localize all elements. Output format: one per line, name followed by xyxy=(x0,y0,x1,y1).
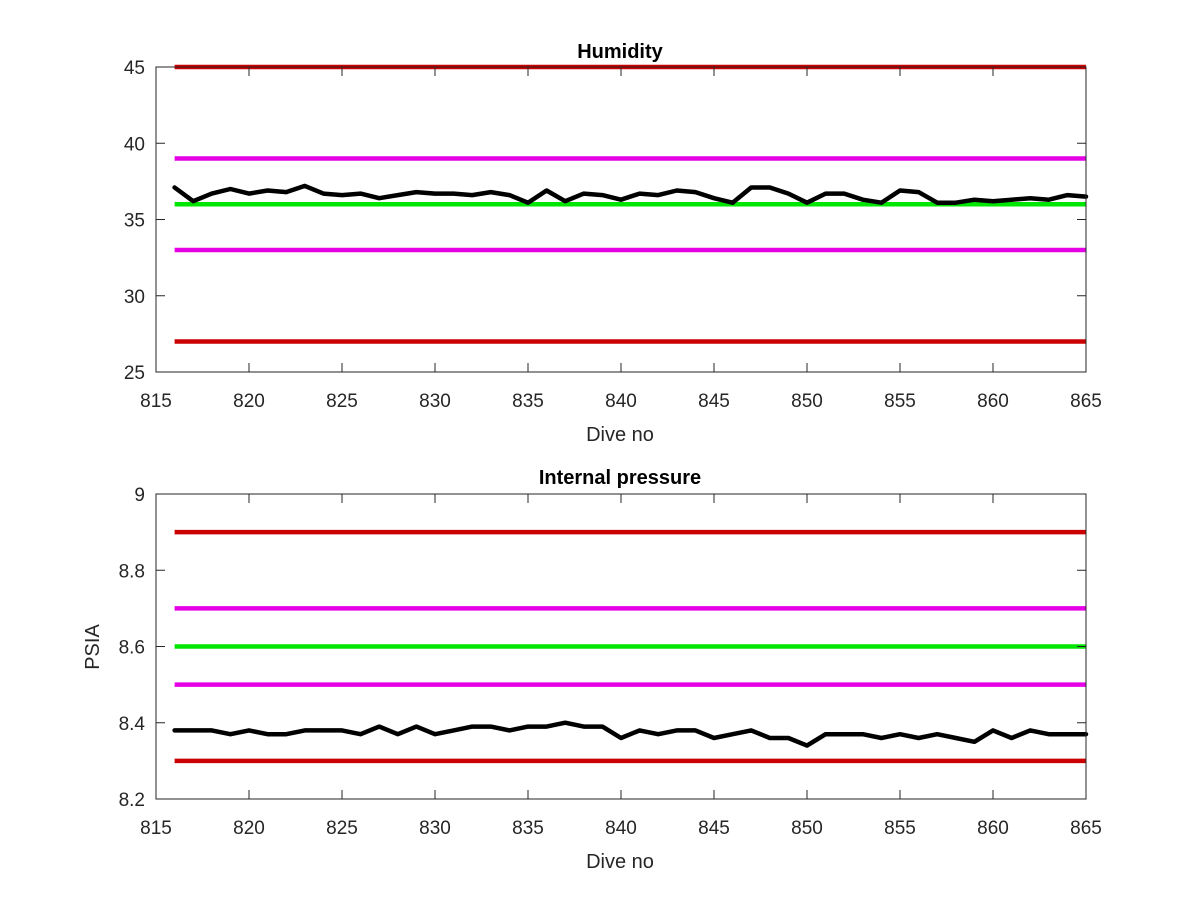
internal-pressure-chart: Internal pressure PSIA Dive no 815 820 825… xyxy=(82,467,1102,873)
x-tick-label: 860 xyxy=(977,818,1009,839)
y-tick-label: 8.6 xyxy=(119,638,145,659)
x-axis-label: Dive no xyxy=(586,851,654,873)
x-tick-label: 865 xyxy=(1070,818,1102,839)
x-tick-label: 860 xyxy=(977,391,1009,412)
y-tick-label: 30 xyxy=(124,287,145,308)
y-tick-label: 35 xyxy=(124,211,145,232)
x-tick-label: 815 xyxy=(140,391,172,412)
series-line xyxy=(172,183,1089,205)
y-tick-label: 25 xyxy=(124,363,145,384)
y-tick-label: 8.8 xyxy=(119,561,145,582)
axes-box xyxy=(155,66,1087,373)
y-tick-label: 8.4 xyxy=(119,714,146,735)
x-tick-label: 865 xyxy=(1070,391,1102,412)
x-tick-label: 855 xyxy=(884,391,916,412)
y-tick-label: 9 xyxy=(134,485,145,506)
chart-title: Internal pressure xyxy=(539,467,701,489)
x-tick-label: 820 xyxy=(233,818,265,839)
x-tick-label: 820 xyxy=(233,391,265,412)
x-tick-label: 825 xyxy=(326,391,358,412)
humidity-plot-area: 815 820 825 830 835 840 845 850 855 860 865 25 30 35 4… xyxy=(124,58,1102,412)
chart-title: Humidity xyxy=(577,41,663,63)
x-axis-label: Dive no xyxy=(586,424,654,446)
x-tick-label: 835 xyxy=(512,391,544,412)
y-tick-label: 40 xyxy=(124,134,145,155)
x-tick-label: 845 xyxy=(698,391,730,412)
y-axis-label: PSIA xyxy=(82,624,104,670)
x-tick-label: 835 xyxy=(512,818,544,839)
x-tick-label: 840 xyxy=(605,391,637,412)
y-tick-label: 45 xyxy=(124,58,145,79)
x-tick-label: 825 xyxy=(326,818,358,839)
x-tick-label: 850 xyxy=(791,391,823,412)
x-tick-label: 850 xyxy=(791,818,823,839)
x-tick-label: 845 xyxy=(698,818,730,839)
x-tick-label: 815 xyxy=(140,818,172,839)
x-tick-label: 855 xyxy=(884,818,916,839)
y-tick-label: 8.2 xyxy=(119,790,145,811)
internal-pressure-plot-area: 815 820 825 830 835 840 845 850 855 860 865 8.2 8.4 8… xyxy=(119,485,1102,839)
x-tick-label: 830 xyxy=(419,818,451,839)
humidity-chart: Humidity Dive no 815 820 825 830 835 840 845 85… xyxy=(124,41,1102,446)
x-tick-label: 840 xyxy=(605,818,637,839)
series-line xyxy=(172,720,1089,748)
x-tick-label: 830 xyxy=(419,391,451,412)
